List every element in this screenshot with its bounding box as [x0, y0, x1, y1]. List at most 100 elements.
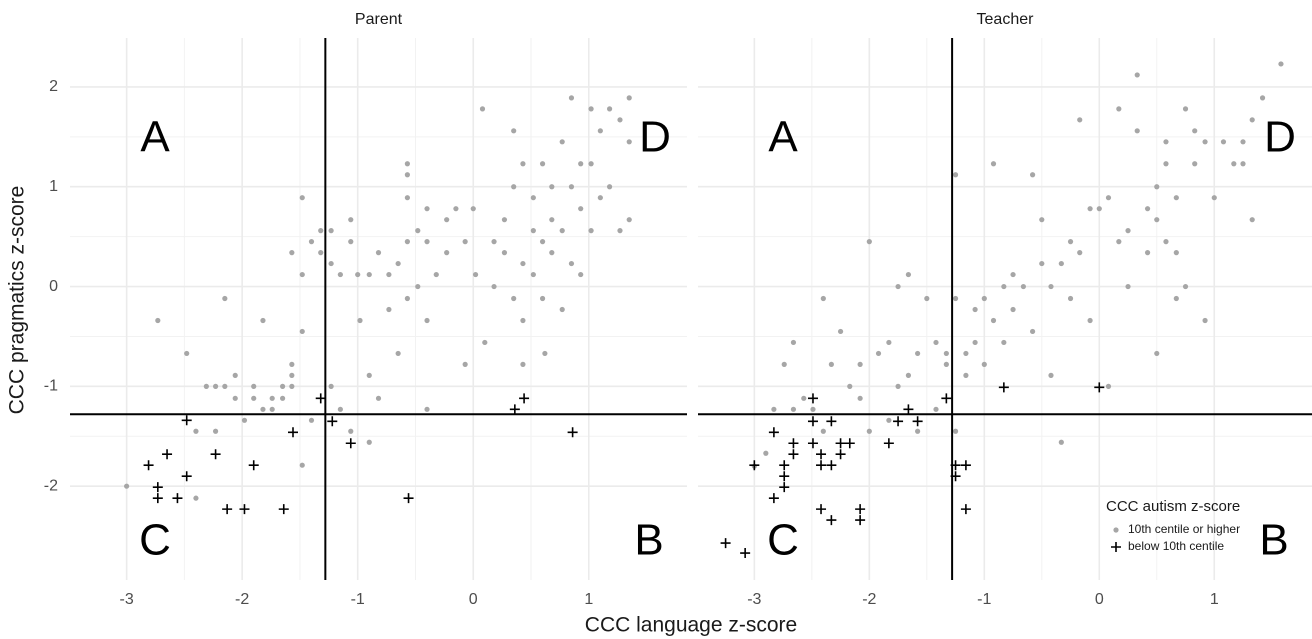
dot-point [1240, 161, 1246, 167]
quadrant-label: B [1259, 516, 1288, 565]
dot-point [269, 395, 275, 401]
plus-point [239, 504, 250, 515]
dot-point [588, 228, 594, 234]
dot-point [366, 271, 372, 278]
plus-point [181, 415, 192, 426]
dot-point [1182, 106, 1189, 112]
dot-point [1087, 317, 1093, 324]
dot-point [1010, 306, 1016, 313]
quadrant-label: D [639, 113, 671, 162]
dot-point [424, 239, 430, 245]
dot-point [626, 95, 632, 101]
dot-point [1010, 271, 1016, 278]
dot-point [1202, 317, 1208, 324]
dot-point [530, 228, 536, 234]
dot-point [895, 283, 901, 290]
dot-point [260, 406, 266, 412]
dot-point [1154, 217, 1160, 223]
plus-point [855, 504, 866, 515]
dot-point [578, 206, 584, 212]
plus-point [844, 438, 855, 449]
x-tick-label: -1 [351, 591, 365, 608]
dot-point [444, 250, 450, 256]
dot-point [462, 361, 468, 367]
plus-point [749, 460, 760, 471]
plus-point [807, 393, 818, 404]
plus-point [779, 460, 790, 471]
dot-point [981, 295, 987, 302]
plus-point [152, 493, 163, 504]
dot-point [578, 161, 584, 167]
dot-point [1048, 372, 1054, 378]
quadrant-label: A [140, 113, 170, 162]
dot-point [588, 106, 594, 112]
plus-point [835, 438, 846, 449]
dot-point [328, 383, 334, 389]
dot-point [626, 139, 632, 145]
dot-point [155, 317, 161, 324]
dot-point [222, 295, 228, 302]
dot-point [539, 239, 546, 245]
plus-point [509, 404, 520, 415]
dot-point [857, 361, 863, 367]
dot-point [386, 306, 392, 313]
dot-point [1134, 128, 1140, 134]
x-tick-label: 1 [1210, 591, 1219, 608]
dot-point [212, 428, 219, 434]
dot-point [539, 295, 546, 302]
dot-point [232, 372, 238, 378]
dot-point [530, 195, 536, 201]
plus-point [826, 460, 837, 471]
dot-point [337, 271, 343, 278]
dot-point [559, 139, 565, 145]
plus-point [345, 438, 356, 449]
dot-point [232, 395, 238, 401]
dot-point [348, 217, 354, 223]
plus-point [998, 382, 1009, 393]
dot-point [1105, 195, 1112, 201]
x-tick-label: -3 [119, 591, 133, 608]
dot-point [981, 361, 987, 367]
dot-point [542, 350, 548, 357]
dot-point [597, 128, 603, 134]
plus-point [960, 504, 971, 515]
plus-point [883, 438, 894, 449]
plus-point [941, 393, 952, 404]
plus-point [768, 493, 779, 504]
dot-point [269, 406, 275, 412]
dot-point [1048, 283, 1054, 290]
y-axis-label: CCC pragmatics z-score [6, 186, 29, 415]
dot-point [424, 206, 430, 212]
dot-point [1154, 184, 1160, 190]
dot-point [501, 217, 508, 223]
dot-point [511, 295, 517, 302]
dot-point [404, 239, 410, 245]
dot-point [1182, 283, 1189, 290]
dot-point [260, 317, 266, 324]
dot-point [1192, 161, 1198, 167]
dot-point [559, 228, 565, 234]
dot-point [790, 406, 797, 412]
plus-point [826, 416, 837, 427]
dot-point [520, 361, 526, 367]
plus-point [222, 504, 233, 515]
dot-point [549, 250, 555, 256]
dot-point [491, 239, 497, 245]
dot-point [530, 271, 536, 278]
plus-point [788, 438, 799, 449]
dot-point [963, 372, 969, 378]
plus-point [248, 460, 259, 471]
dot-point [279, 395, 286, 401]
dot-point [472, 271, 479, 278]
dot-point [1231, 161, 1237, 167]
plus-point [327, 416, 338, 427]
plus-point [788, 449, 799, 460]
dot-point [520, 317, 526, 324]
dot-point [1134, 72, 1140, 78]
dot-point [1249, 217, 1255, 223]
dot-point [501, 250, 508, 256]
dot-point [924, 295, 930, 302]
dot-point [1029, 172, 1036, 178]
dot-point [539, 161, 546, 167]
